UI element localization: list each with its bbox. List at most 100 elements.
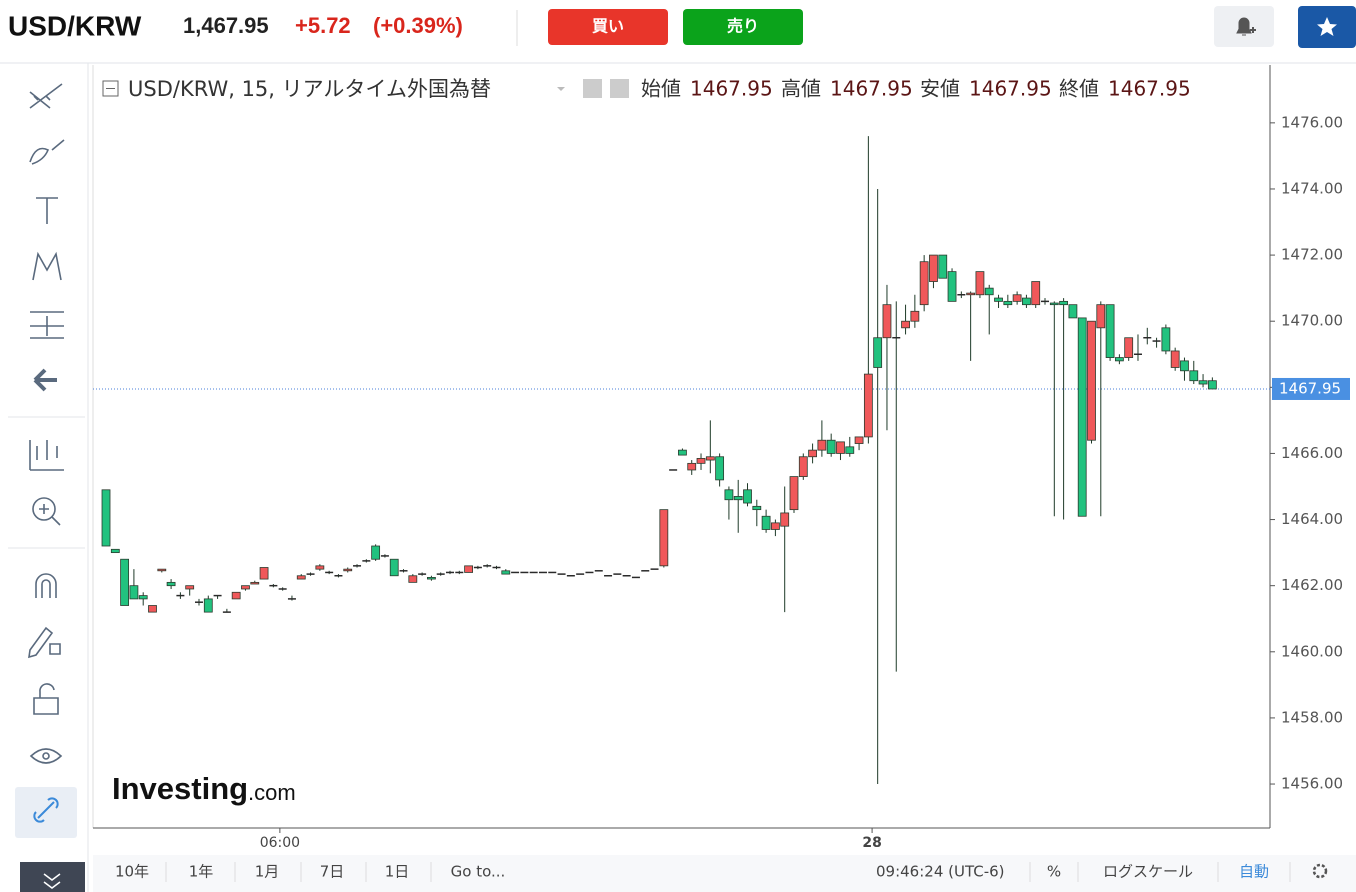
range-button[interactable]: 7日 [320, 863, 345, 881]
pattern-icon[interactable] [32, 251, 62, 281]
alert-button[interactable] [1214, 6, 1274, 47]
star-icon [1317, 17, 1337, 36]
buy-bg [548, 9, 668, 45]
unlock-icon[interactable] [33, 683, 59, 715]
y-tick-label: 1470.00 [1281, 312, 1343, 330]
text-icon[interactable] [36, 197, 58, 224]
candle-body [1059, 300, 1069, 306]
dropdown[interactable] [557, 87, 565, 91]
candle-body [1105, 304, 1115, 358]
plus-icon [1250, 27, 1256, 33]
y-tick-label: 1456.00 [1281, 775, 1343, 793]
chart-legend: USD/KRW, 15, リアルタイム外国為替 [102, 77, 629, 101]
candle-body [1068, 304, 1078, 319]
candle-body [138, 595, 148, 600]
candle-body [854, 436, 864, 444]
percent-button[interactable]: % [1047, 863, 1061, 881]
buy-button[interactable]: 買い [548, 9, 668, 45]
auto-button[interactable]: 自動 [1239, 863, 1269, 881]
zoom-icon[interactable] [32, 497, 61, 526]
range-button[interactable]: 1月 [255, 863, 280, 881]
range-button[interactable]: Go to... [451, 863, 506, 881]
candle-body [687, 462, 697, 471]
symbol: USD/KRW [8, 10, 142, 41]
y-tick-label: 1476.00 [1281, 113, 1343, 131]
back-icon[interactable] [33, 368, 57, 392]
x-tick-label: 28 [862, 835, 881, 851]
candle-body [863, 373, 873, 438]
candle-body [1012, 294, 1022, 302]
watchlist-button[interactable] [1298, 6, 1356, 48]
candle-body [984, 287, 994, 296]
candle-body [752, 505, 762, 511]
candle-body [1207, 380, 1217, 390]
candle-body [1189, 370, 1199, 382]
magnet-icon[interactable] [35, 573, 57, 598]
candle-body [910, 310, 920, 322]
trend-icon[interactable] [29, 83, 63, 109]
fib-icon[interactable] [30, 311, 64, 339]
sell-label: 売り [727, 17, 759, 36]
y-tick-label: 1458.00 [1281, 708, 1343, 726]
legend-label: 始値 [641, 77, 681, 101]
y-tick-label: 1472.00 [1281, 246, 1343, 264]
time: 09:46:24 (UTC-6) [876, 863, 1005, 881]
range-button[interactable]: 10年 [115, 863, 149, 881]
visibility-icon[interactable] [583, 79, 602, 98]
legend-value: 1467.95 [830, 77, 913, 101]
legend-label: 安値 [920, 77, 960, 101]
y-tick-label: 1466.00 [1281, 444, 1343, 462]
range-button[interactable]: 1年 [189, 863, 214, 881]
legend-value: 1467.95 [690, 77, 773, 101]
last-price-label: 1467.95 [1279, 379, 1341, 397]
candle-body [724, 489, 734, 501]
candle-body [1087, 320, 1096, 441]
candle-body [817, 439, 827, 451]
change: +5.72 [295, 13, 351, 38]
candle-body [166, 581, 176, 587]
indicator-icon[interactable] [29, 440, 64, 471]
candle-body [203, 598, 213, 613]
candle-body [371, 545, 381, 560]
candle-body [743, 489, 752, 504]
candle-body [1031, 281, 1041, 306]
eye-icon[interactable] [29, 748, 63, 764]
brush-icon[interactable] [29, 139, 65, 165]
collapse-icon [43, 873, 61, 889]
candle-body [994, 297, 1003, 302]
candle-body [259, 567, 269, 580]
candle-body [1161, 327, 1171, 352]
y-tick-label: 1474.00 [1281, 179, 1343, 197]
candle-body [761, 515, 771, 530]
x-tick-label: 06:00 [260, 835, 300, 851]
buy-label: 買い [592, 17, 624, 36]
candle-body [1170, 350, 1180, 368]
y-tick-label: 1462.00 [1281, 576, 1343, 594]
collapse-box[interactable] [102, 80, 119, 97]
candle-body [185, 585, 195, 590]
sell-button[interactable]: 売り [683, 9, 803, 45]
candle-body [808, 449, 817, 458]
candle-body [826, 439, 836, 454]
log-button[interactable]: ログスケール [1103, 863, 1193, 881]
candle-body [464, 565, 473, 573]
range-button[interactable]: 1日 [385, 863, 410, 881]
candle-body [427, 577, 436, 580]
settings-gear[interactable] [1312, 863, 1328, 879]
candle-body [789, 476, 799, 511]
footer: 10年 1年 1月 7日 1日 Go to... 09:46:24 (UTC-6)% ログスケ… [115, 862, 1328, 882]
candle-body [1077, 317, 1087, 517]
link-bg[interactable] [15, 787, 77, 838]
candle-body [705, 456, 715, 461]
candle-body [780, 512, 790, 527]
candle-body [1022, 297, 1031, 306]
settings-icon[interactable] [610, 79, 629, 98]
candle-body [389, 558, 399, 577]
footer-bg [93, 855, 1356, 892]
watermark-suffix: .com [248, 780, 296, 805]
candle-body [343, 568, 353, 572]
chart-title: USD/KRW, 15, リアルタイム外国為替 [128, 77, 491, 101]
toolbar [8, 63, 89, 892]
lock-draw-icon[interactable] [28, 626, 61, 659]
candle-body [501, 570, 511, 575]
